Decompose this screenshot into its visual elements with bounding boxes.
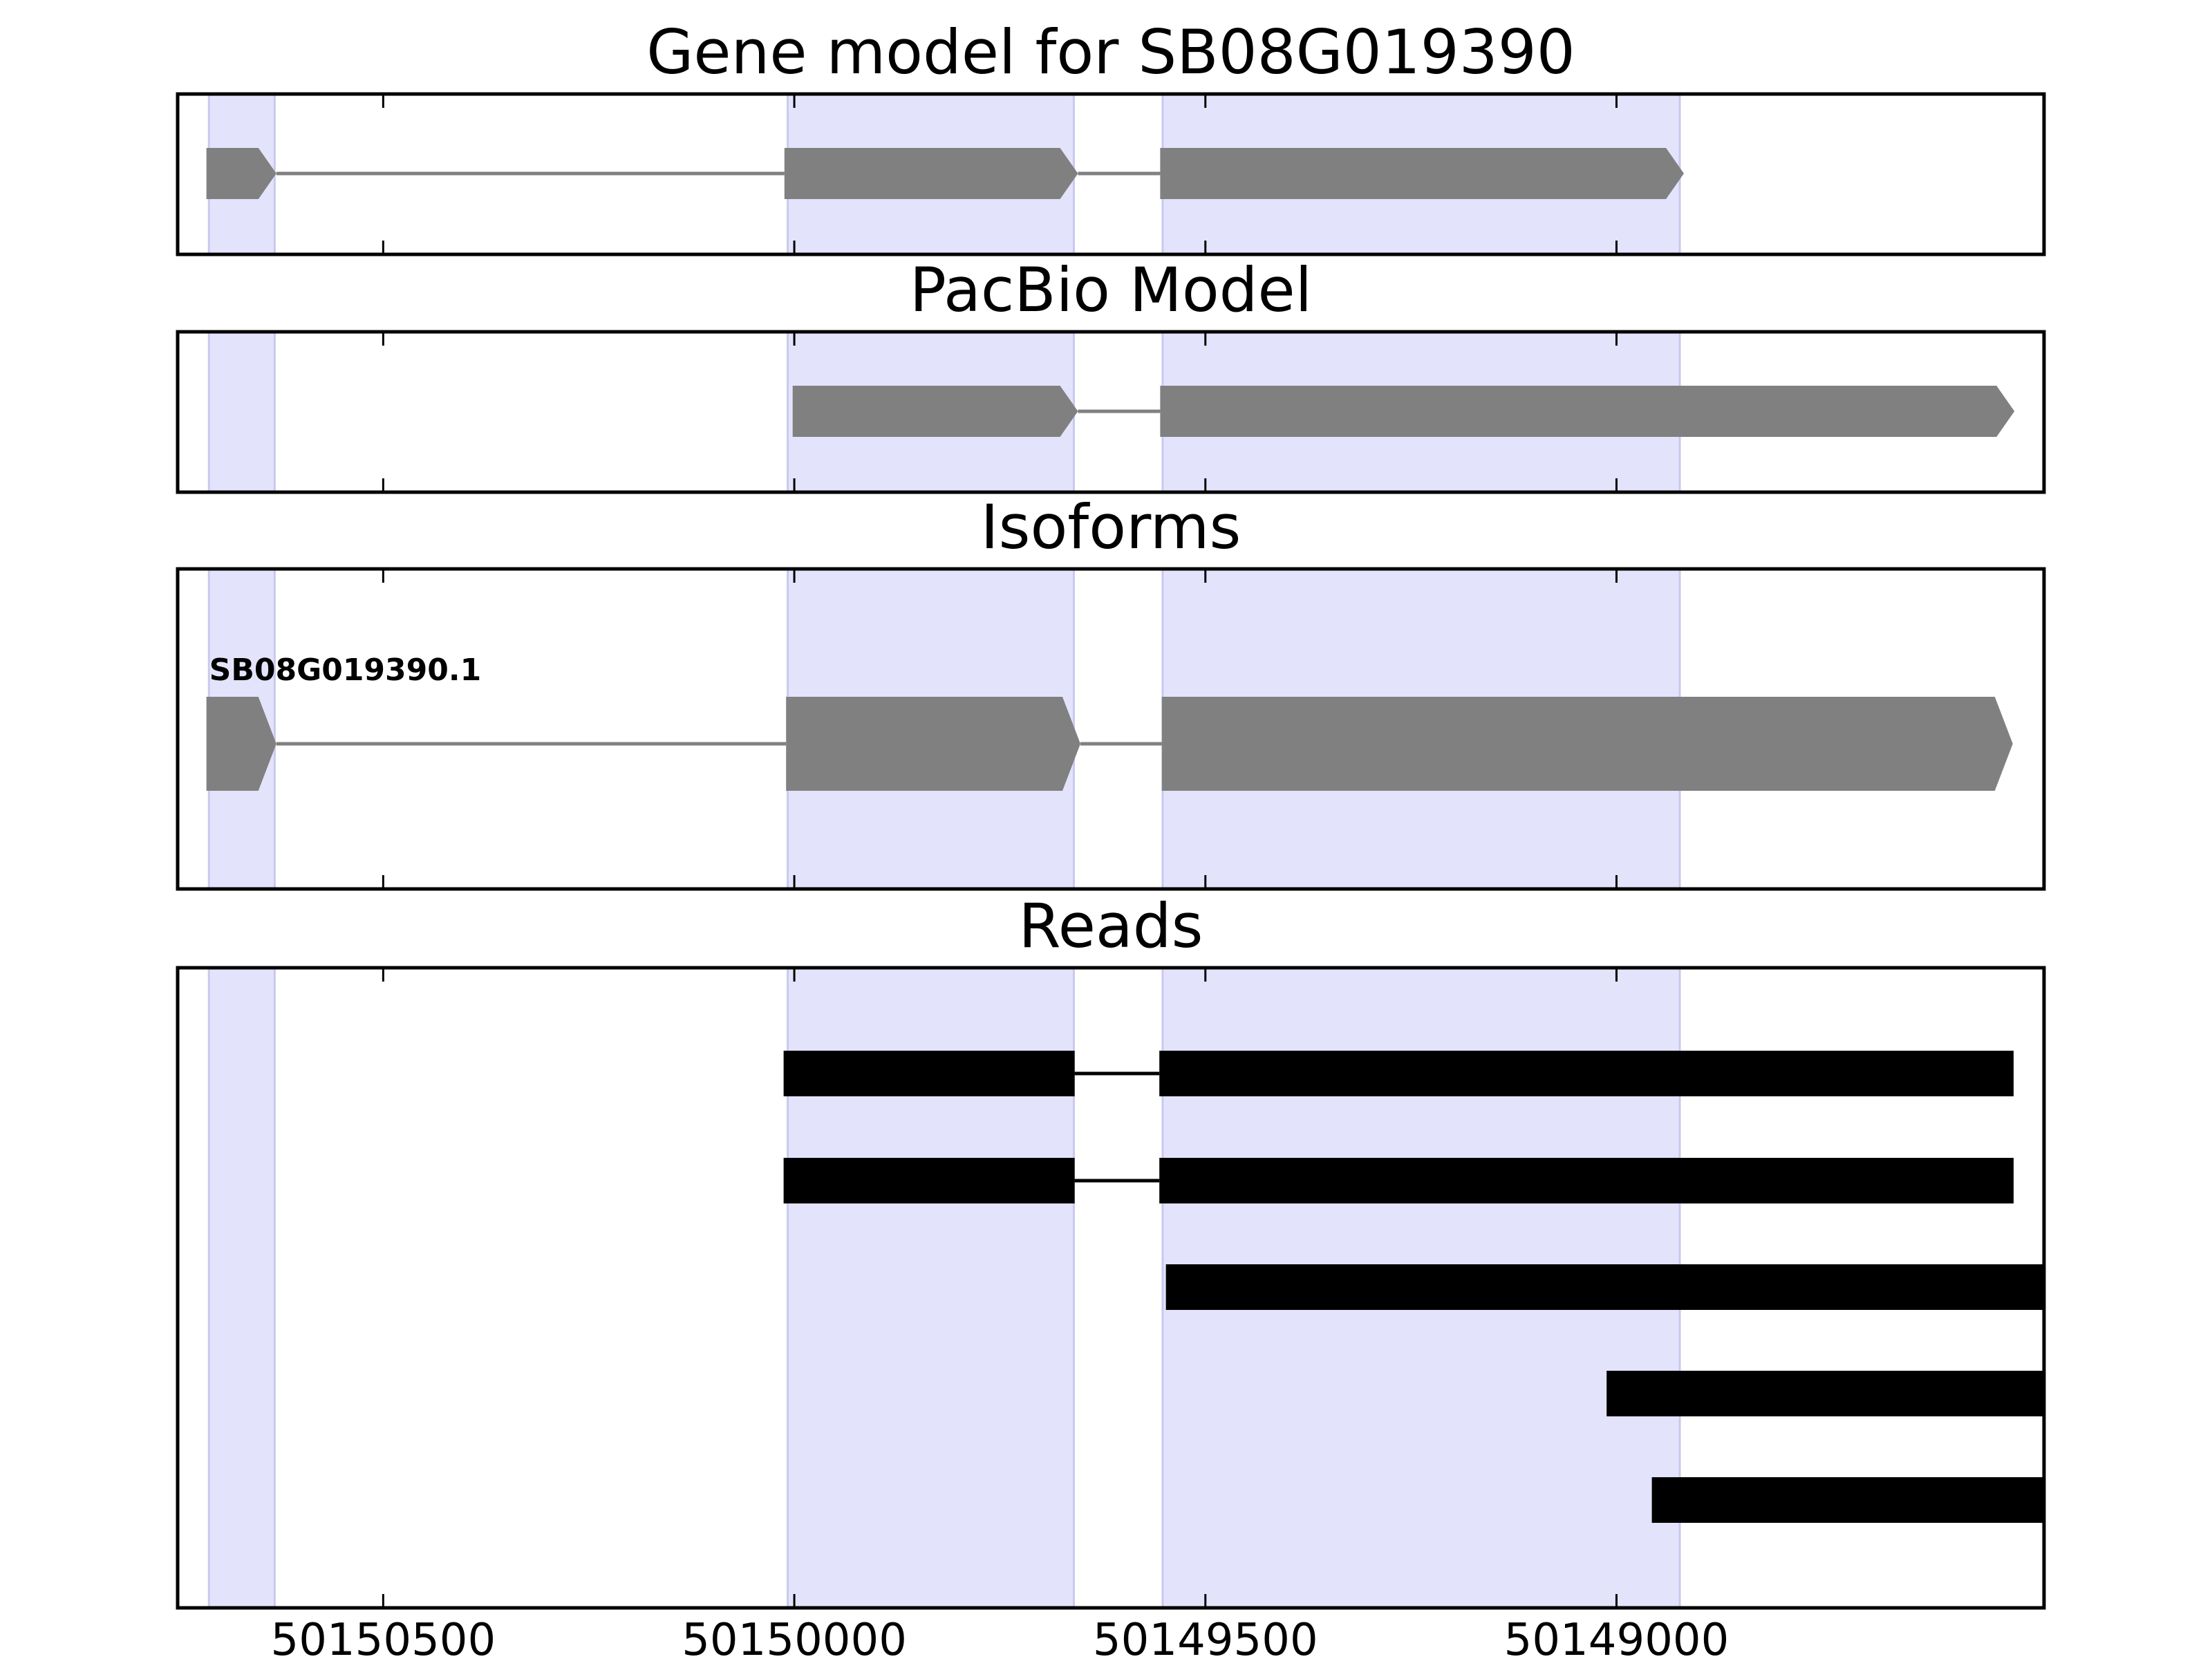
- pacbio-model-panel: PacBio Model: [176, 254, 2046, 494]
- reads-frame: [176, 966, 2046, 1610]
- reads-panel: Reads: [176, 890, 2046, 1610]
- read-row: [783, 1051, 2014, 1096]
- read-block: [1606, 1371, 2044, 1416]
- read-row: [1651, 1477, 2044, 1523]
- exon-block: [206, 148, 276, 199]
- x-tick-label: 50149000: [1504, 1615, 1730, 1659]
- read-block: [1159, 1158, 2014, 1203]
- gene-model-frame: [176, 92, 2046, 256]
- x-tick-label: 50149500: [1093, 1615, 1318, 1659]
- exon-highlight-band: [207, 332, 276, 492]
- exon-block: [1161, 697, 2013, 791]
- read-block: [1159, 1051, 2014, 1096]
- exon-highlight-band: [207, 968, 276, 1608]
- read-row: [1606, 1371, 2044, 1416]
- x-tick-label: 50150500: [270, 1615, 496, 1659]
- transcript-row: [792, 386, 2015, 437]
- read-block: [783, 1051, 1075, 1096]
- isoforms-panel: Isoforms SB08G019390.1: [176, 491, 2046, 891]
- read-row: [1165, 1264, 2044, 1310]
- transcript-row: [206, 697, 2013, 791]
- reads-title: Reads: [1019, 890, 1203, 962]
- exon-block: [1160, 148, 1685, 199]
- exon-block: [1160, 386, 2015, 437]
- read-block: [1165, 1264, 2044, 1310]
- pacbio-model-frame: [176, 330, 2046, 494]
- exon-block: [792, 386, 1078, 437]
- transcript-row: [206, 148, 1685, 199]
- gene-model-panel: Gene model for SB08G019390: [176, 17, 2046, 256]
- read-row: [783, 1158, 2014, 1203]
- isoform-label: SB08G019390.1: [209, 653, 482, 688]
- isoforms-title: Isoforms: [981, 491, 1241, 563]
- read-block: [1651, 1477, 2044, 1523]
- exon-block: [784, 148, 1078, 199]
- x-tick-label: 50150000: [682, 1615, 907, 1659]
- pacbio-model-title: PacBio Model: [910, 254, 1312, 326]
- gene-model-title: Gene model for SB08G019390: [646, 17, 1575, 88]
- isoforms-frame: [176, 567, 2046, 891]
- read-block: [783, 1158, 1075, 1203]
- exon-block: [206, 697, 276, 791]
- exon-block: [786, 697, 1080, 791]
